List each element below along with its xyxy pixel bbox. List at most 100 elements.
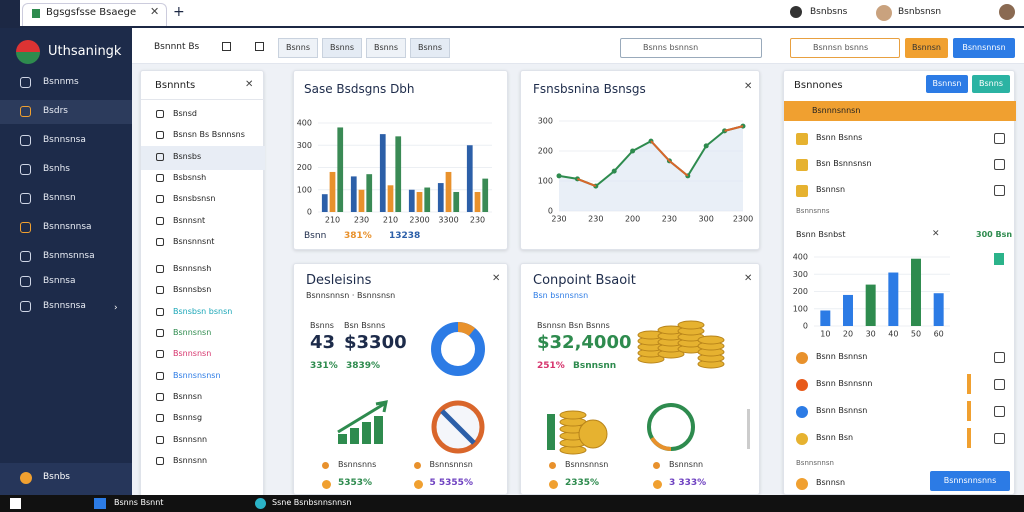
toolbar-tab[interactable]: Bsnns <box>278 38 318 58</box>
list-item[interactable]: Bsnnsnn <box>173 455 208 465</box>
row-label[interactable]: Bsnn Bsnnsn <box>816 352 868 361</box>
nav-item[interactable]: Bsnnsa <box>43 276 76 286</box>
card-close[interactable]: ✕ <box>744 81 753 92</box>
task-icon[interactable] <box>255 498 266 509</box>
list-item[interactable]: Bsnnsn <box>173 391 203 401</box>
row-action[interactable] <box>994 159 1005 170</box>
list-close[interactable]: ✕ <box>245 79 254 90</box>
nav-item[interactable]: Bsnnsnnsa <box>43 222 92 232</box>
nav-item[interactable]: Bsnhs <box>43 164 70 174</box>
x-tick-label: 230 <box>470 216 485 225</box>
search-box[interactable]: Bsnns bsnnsn <box>620 38 762 58</box>
y-tick-label: 200 <box>297 163 312 172</box>
toolbar-tab[interactable]: Bsnns <box>322 38 362 58</box>
chart-svg <box>337 321 485 454</box>
row-action[interactable] <box>994 379 1005 390</box>
tab-title[interactable]: Bgsgsfsse Bsaege <box>46 7 137 18</box>
toolbar-tab[interactable]: Bsnns <box>366 38 406 58</box>
task-icon[interactable] <box>94 498 106 509</box>
nav-item[interactable]: Bsnnsn <box>43 193 76 203</box>
user-name[interactable]: Bsnbsnsn <box>898 7 942 17</box>
growth-icon <box>362 422 371 444</box>
nav-item[interactable]: Bsnnsnsa <box>43 301 86 311</box>
row-label[interactable]: Bsnnsn <box>816 478 846 487</box>
task-item[interactable]: Ssne Bsnbsnnsnnsn <box>272 498 352 507</box>
bar <box>379 134 386 212</box>
list-item[interactable]: Bsnnsnn <box>173 434 208 444</box>
row-icon <box>796 433 808 445</box>
list-icon <box>156 195 164 204</box>
list-item[interactable]: Bsnsnnsnt <box>173 236 215 246</box>
list-item[interactable]: Bsnsbsnsn <box>173 194 216 204</box>
browser-tab[interactable] <box>22 3 167 26</box>
list-item[interactable]: Bsnnsnsh <box>173 264 212 274</box>
user-avatar <box>790 6 802 18</box>
chart-close[interactable]: ✕ <box>932 229 940 239</box>
search-box[interactable]: Bsnnsn bsnns <box>790 38 900 58</box>
nav-item[interactable]: Bsnmsnnsa <box>43 251 95 261</box>
toolbar-icon <box>222 42 231 51</box>
row-label[interactable]: Bsnn Bsn <box>816 433 854 442</box>
user-name[interactable]: Bsnbsns <box>810 7 848 17</box>
chart-svg: 0 100 200 300 400 10 20 30 40 50 60 <box>793 253 950 339</box>
list-item[interactable]: Bsnnsbsn <box>173 285 212 295</box>
list-item[interactable]: Bsnsn Bs Bsnnsns <box>173 130 245 140</box>
button-blue[interactable]: Bsnnsnnsnns <box>930 471 1010 491</box>
list-item[interactable]: Bsnnsnsn <box>173 349 212 359</box>
list-item[interactable]: Bsnnsnsnsn <box>173 370 221 380</box>
list-icon <box>156 350 164 359</box>
x-tick-label: 2300 <box>733 215 753 224</box>
row-label[interactable]: Bsnnsn <box>816 185 846 194</box>
row-action[interactable] <box>994 185 1005 196</box>
new-tab[interactable]: + <box>173 4 185 20</box>
start-button[interactable] <box>10 498 21 509</box>
x-tick-label: 50 <box>911 330 921 339</box>
button-teal[interactable]: Bsnns <box>972 75 1010 93</box>
list-item[interactable]: Bsnsbs <box>173 151 202 161</box>
chart-svg <box>547 320 750 455</box>
list-icon <box>156 216 164 225</box>
nav-item[interactable]: Bsnnms <box>43 77 79 87</box>
list-icon <box>156 414 164 423</box>
list-icon <box>156 237 164 246</box>
x-tick-label: 210 <box>383 216 398 225</box>
card-footer-value: 381% <box>344 231 372 241</box>
row-label[interactable]: Bsnn Bsnns <box>816 133 863 142</box>
nav-item[interactable]: Bsdrs <box>43 106 68 116</box>
bar <box>445 171 452 212</box>
tab-close[interactable]: ✕ <box>150 5 160 18</box>
x-tick-label: 60 <box>934 330 944 339</box>
footer-label[interactable]: Bsnbs <box>43 472 70 482</box>
card-close[interactable]: ✕ <box>492 273 501 284</box>
y-tick-label: 300 <box>793 270 808 279</box>
user-avatar <box>999 4 1015 20</box>
bottom-value: 3 333% <box>669 478 707 488</box>
list-item[interactable]: Bsnnsnsn <box>173 328 212 337</box>
list-item[interactable]: Bsnnsnt <box>173 215 206 225</box>
scrollbar <box>747 409 750 449</box>
button-blue[interactable]: Bsnnsn <box>926 75 968 93</box>
list-item[interactable]: Bsbsnsh <box>173 172 207 182</box>
toolbar-tab[interactable]: Bsnns <box>410 38 450 58</box>
row-action[interactable] <box>994 133 1005 144</box>
list-item[interactable]: Bsnnsg <box>173 413 203 423</box>
button-blue[interactable]: Bsnnsnnsn <box>953 38 1015 58</box>
row-label[interactable]: Bsnn Bsnnsnn <box>816 379 873 388</box>
card-close[interactable]: ✕ <box>744 273 753 284</box>
bar <box>843 294 853 326</box>
task-item[interactable]: Bsnns Bsnnt <box>114 498 164 507</box>
row-icon <box>796 133 808 145</box>
row-action[interactable] <box>994 433 1005 444</box>
x-tick-label: 230 <box>551 215 566 224</box>
button-orange[interactable]: Bsnnsn <box>905 38 948 58</box>
list-icon <box>156 173 164 182</box>
row-label[interactable]: Bsnn Bsnnsn <box>816 406 868 415</box>
row-action[interactable] <box>994 406 1005 417</box>
row-action[interactable] <box>994 352 1005 363</box>
list-item[interactable]: Bsnsd <box>173 109 197 118</box>
row-label[interactable]: Bsn Bsnnsnsn <box>816 159 872 168</box>
nav-item[interactable]: Bsnnsnsa <box>43 135 86 145</box>
card-title: Fsnsbsnina Bsnsgs <box>533 82 646 96</box>
target-arc <box>650 436 672 451</box>
list-item[interactable]: Bsnsbsn bsnsn <box>173 306 233 316</box>
